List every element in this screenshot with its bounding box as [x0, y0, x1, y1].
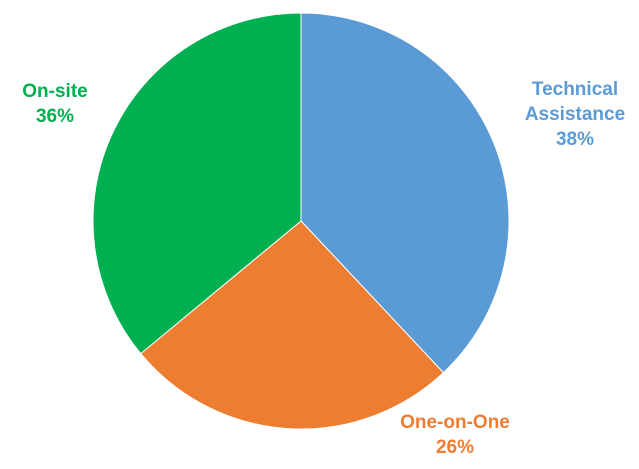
slice-label-technical-assistance: Technical Assistance 38%	[525, 79, 625, 150]
slice-label-on-site: On-site 36%	[22, 81, 87, 127]
slice-name-label: On-site	[22, 81, 87, 102]
slice-value-label: 38%	[556, 129, 594, 150]
slice-technical-assistance	[300, 12, 510, 374]
slice-value-label: 26%	[436, 437, 474, 458]
slice-name-label: One-on-One	[400, 412, 510, 433]
slice-on-site	[92, 12, 302, 355]
slice-value-label: 36%	[36, 106, 74, 127]
pie-slices	[92, 12, 510, 430]
slice-name-label: Technical	[532, 79, 618, 100]
slice-labels: Technical Assistance 38% One-on-One 26% On-si…	[22, 79, 625, 458]
slice-label-one-on-one: One-on-One 26%	[400, 412, 510, 458]
slice-name-label: Assistance	[525, 104, 625, 125]
slice-one-on-one	[140, 220, 445, 430]
